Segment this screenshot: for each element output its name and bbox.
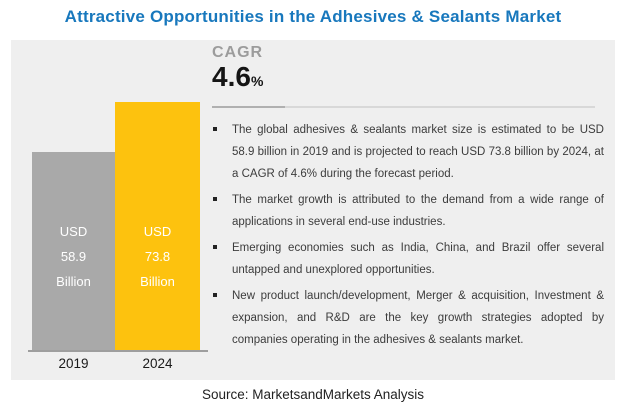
bar-label-line: Billion	[56, 274, 91, 289]
bullet-text: The global adhesives & sealants market s…	[232, 124, 604, 180]
bar-2019	[32, 152, 115, 351]
x-axis-label-2019: 2019	[58, 356, 89, 371]
bar-label-line: 58.9	[60, 249, 87, 264]
bullet-text: The market growth is attributed to the d…	[232, 194, 604, 228]
bar-label-line: USD	[59, 224, 88, 239]
cagr-underline-dark	[212, 106, 285, 108]
bar-value-label-2024: USD 73.8 Billion	[115, 219, 200, 294]
cagr-value: 4.6%	[212, 61, 263, 97]
list-item: The market growth is attributed to the d…	[212, 189, 604, 233]
x-axis-line	[28, 350, 208, 352]
page-title: Attractive Opportunities in the Adhesive…	[64, 7, 562, 26]
bullet-text: Emerging economies such as India, China,…	[232, 242, 604, 276]
bullet-square-icon	[213, 197, 217, 201]
list-item: The global adhesives & sealants market s…	[212, 119, 604, 185]
x-axis-label-2024: 2024	[142, 356, 173, 371]
cagr-block: CAGR 4.6%	[212, 44, 263, 97]
cagr-underline-light	[285, 106, 595, 108]
bar-2024	[115, 102, 200, 351]
list-item: New product launch/development, Merger &…	[212, 285, 604, 351]
bullet-text: New product launch/development, Merger &…	[232, 290, 604, 346]
bullet-square-icon	[213, 293, 217, 297]
list-item: Emerging economies such as India, China,…	[212, 237, 604, 281]
bar-label-line: USD	[143, 224, 172, 239]
source-attribution: Source: MarketsandMarkets Analysis	[201, 387, 425, 402]
cagr-label: CAGR	[212, 44, 264, 61]
key-points-list: The global adhesives & sealants market s…	[212, 119, 604, 355]
bar-label-line: Billion	[140, 274, 175, 289]
bar-value-label-2019: USD 58.9 Billion	[32, 219, 115, 294]
bullet-square-icon	[213, 245, 217, 249]
cagr-number: 4.6	[212, 61, 251, 92]
bullet-square-icon	[213, 127, 217, 131]
bar-label-line: 73.8	[144, 249, 171, 264]
cagr-percent-sign: %	[250, 73, 264, 89]
